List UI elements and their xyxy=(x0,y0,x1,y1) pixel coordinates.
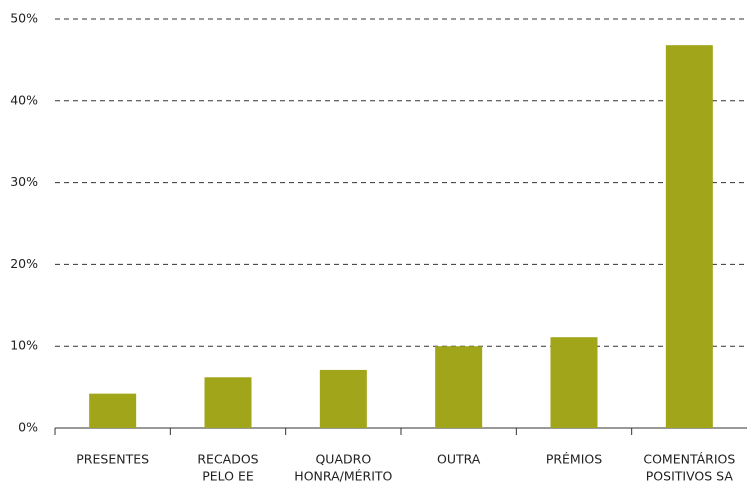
y-tick-label: 30% xyxy=(10,174,38,189)
x-tick-label: PRESENTES xyxy=(76,452,149,467)
bar xyxy=(319,369,367,428)
x-tick-label: COMENTÁRIOS xyxy=(643,452,735,467)
y-tick-label: 50% xyxy=(10,11,38,26)
y-tick-label: 20% xyxy=(10,256,38,271)
x-tick-label: HONRA/MÉRITO xyxy=(294,469,392,483)
y-tick-label: 0% xyxy=(18,420,38,435)
bar xyxy=(665,45,713,429)
bar xyxy=(550,337,598,428)
x-tick-label: PELO EE xyxy=(202,469,254,483)
y-tick-label: 40% xyxy=(10,92,38,107)
bar xyxy=(204,377,252,428)
bar xyxy=(435,346,483,428)
x-tick-label: POSITIVOS SA xyxy=(646,469,734,483)
x-tick-label: PRÉMIOS xyxy=(546,452,602,467)
y-tick-label: 10% xyxy=(10,338,38,353)
bar xyxy=(89,393,137,428)
x-tick-label: OUTRA xyxy=(437,452,481,467)
x-tick-label: QUADRO xyxy=(315,452,371,467)
x-tick-label: RECADOS xyxy=(197,452,258,467)
